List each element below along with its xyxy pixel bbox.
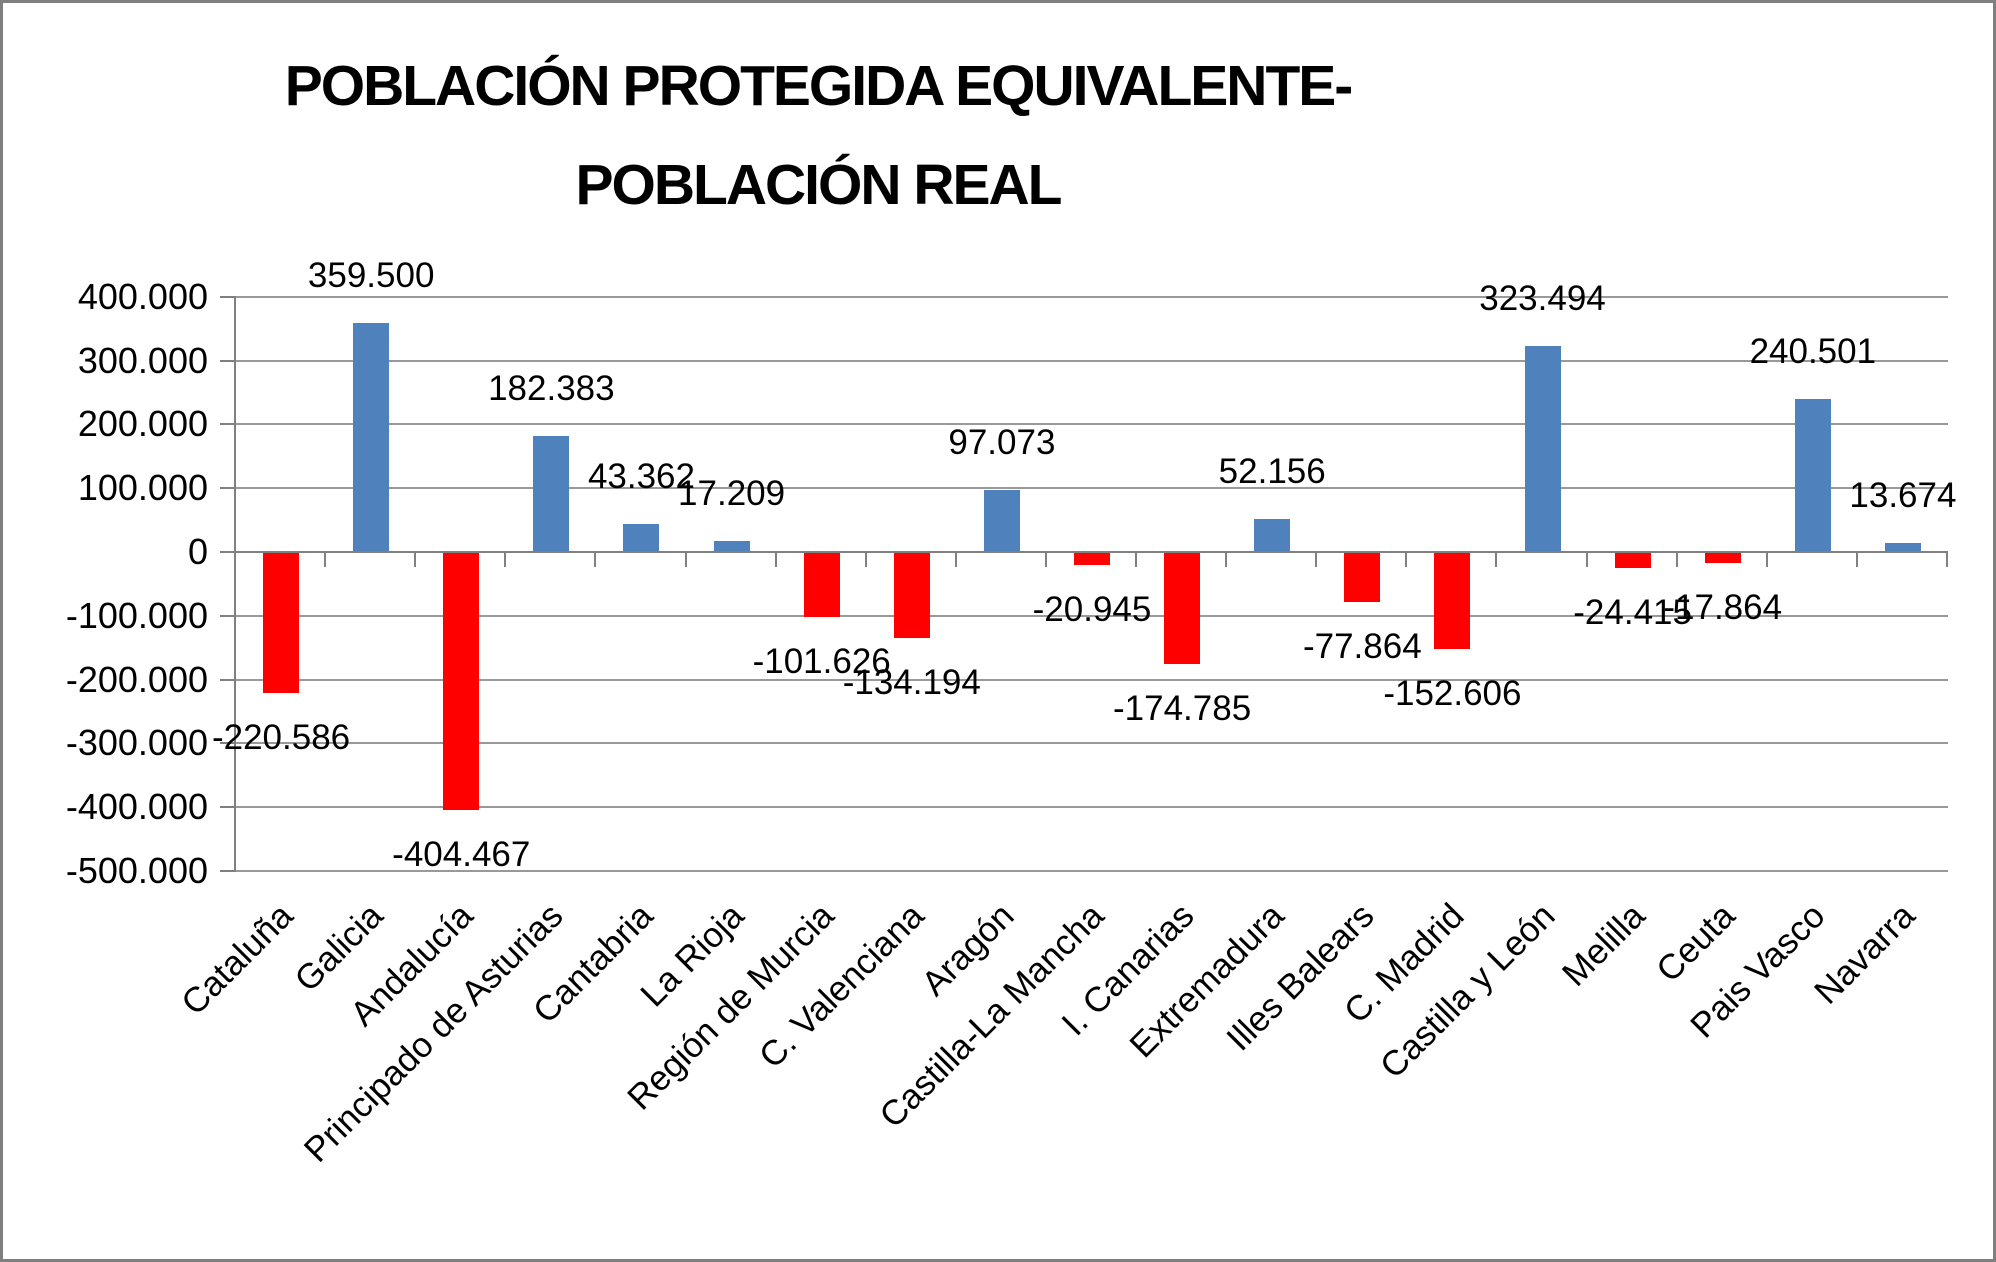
- bar: [1524, 345, 1561, 552]
- bar-value-label: -20.945: [1032, 590, 1152, 630]
- y-axis-tick: [220, 487, 234, 490]
- bar: [1254, 518, 1291, 552]
- bar-value-label: 240.501: [1749, 331, 1877, 371]
- x-axis-tick: [684, 552, 687, 567]
- x-axis-tick: [774, 552, 777, 567]
- x-axis-tick: [1405, 552, 1408, 567]
- bar-value-label: -152.606: [1383, 674, 1522, 714]
- bar: [1344, 552, 1381, 602]
- y-axis-label: -100.000: [65, 594, 208, 636]
- bar: [623, 524, 660, 552]
- y-axis-tick: [220, 614, 234, 617]
- bar-value-label: -404.467: [392, 835, 531, 875]
- y-axis-label: 300.000: [77, 339, 208, 381]
- x-axis-tick: [1495, 552, 1498, 567]
- bar-value-label: -101.626: [752, 641, 891, 681]
- x-axis-tick: [1135, 552, 1138, 567]
- x-axis-tick: [504, 552, 507, 567]
- bar-value-label: 97.073: [948, 423, 1056, 463]
- bar: [1164, 552, 1201, 664]
- x-axis-line: [234, 551, 1948, 553]
- bar: [533, 435, 570, 552]
- x-axis-tick: [594, 552, 597, 567]
- bar: [1794, 398, 1831, 552]
- bar-value-label: 43.362: [587, 457, 695, 497]
- chart-title-line2: POBLACIÓN REAL: [575, 153, 1063, 217]
- x-axis-tick: [1946, 552, 1948, 567]
- y-gridline: [236, 423, 1948, 426]
- y-axis-label: -500.000: [65, 850, 208, 891]
- bar: [893, 552, 930, 638]
- y-axis-tick: [220, 295, 234, 298]
- bar-value-label: 323.494: [1479, 278, 1606, 318]
- bar: [803, 552, 840, 617]
- bar-value-label: 182.383: [488, 368, 615, 408]
- bar: [443, 552, 480, 811]
- bar-value-label: -77.864: [1302, 626, 1422, 666]
- bar: [1884, 543, 1921, 552]
- y-axis-tick: [220, 742, 234, 745]
- y-axis-label: 100.000: [77, 467, 208, 509]
- chart-title: POBLACIÓN PROTEGIDA EQUIVALENTE- POBLACI…: [3, 37, 1633, 235]
- y-gridline: [236, 678, 1948, 681]
- bar: [983, 490, 1020, 552]
- bar-value-label: 359.500: [307, 255, 435, 295]
- y-axis-label: 0: [187, 531, 208, 572]
- y-gridline: [236, 295, 1948, 298]
- y-gridline: [236, 614, 1948, 617]
- y-axis-label: 200.000: [77, 403, 208, 445]
- bar-value-label: 52.156: [1218, 451, 1326, 491]
- y-axis-tick: [220, 806, 234, 809]
- x-axis-tick: [1675, 552, 1678, 567]
- x-axis-tick: [1765, 552, 1768, 567]
- y-axis-tick: [220, 870, 234, 872]
- y-axis-label: -200.000: [65, 658, 208, 700]
- x-axis-tick: [1225, 552, 1228, 567]
- y-axis-line: [234, 296, 236, 872]
- y-gridline: [236, 487, 1948, 490]
- y-gridline: [236, 870, 1948, 872]
- x-axis-tick: [1044, 552, 1047, 567]
- bar: [1614, 552, 1651, 568]
- y-axis-tick: [220, 359, 234, 362]
- bar-value-label: -174.785: [1113, 688, 1252, 728]
- x-axis-tick: [324, 552, 327, 567]
- bar: [263, 552, 300, 693]
- x-axis-tick: [1315, 552, 1318, 567]
- y-axis-label: -400.000: [65, 786, 208, 828]
- category-label: Cataluña: [173, 896, 301, 1023]
- y-axis-tick: [220, 678, 234, 681]
- x-axis-tick: [414, 552, 417, 567]
- bar-value-label: 13.674: [1849, 476, 1957, 516]
- bar: [1074, 552, 1110, 566]
- x-axis-tick: [1585, 552, 1588, 567]
- y-gridline: [236, 359, 1948, 362]
- y-axis-label: 400.000: [77, 275, 208, 317]
- bar-value-label: -134.194: [842, 662, 981, 702]
- bar: [353, 322, 390, 552]
- y-gridline: [236, 742, 1948, 745]
- y-axis-tick: [220, 551, 234, 553]
- bar: [713, 541, 750, 552]
- y-axis-tick: [220, 423, 234, 426]
- y-gridline: [236, 806, 1948, 809]
- bar: [1704, 552, 1741, 564]
- x-axis-tick: [864, 552, 867, 567]
- bar: [1434, 552, 1471, 650]
- bar-value-label: -220.586: [211, 717, 351, 757]
- x-axis-tick: [1855, 552, 1858, 567]
- bar-value-label: -17.864: [1663, 588, 1783, 628]
- bar-value-label: -24.415: [1573, 592, 1692, 632]
- x-axis-tick: [954, 552, 957, 567]
- bar-value-label: 17.209: [678, 474, 786, 514]
- y-axis-label: -300.000: [65, 722, 208, 764]
- chart-title-line1: POBLACIÓN PROTEGIDA EQUIVALENTE-: [284, 54, 1354, 118]
